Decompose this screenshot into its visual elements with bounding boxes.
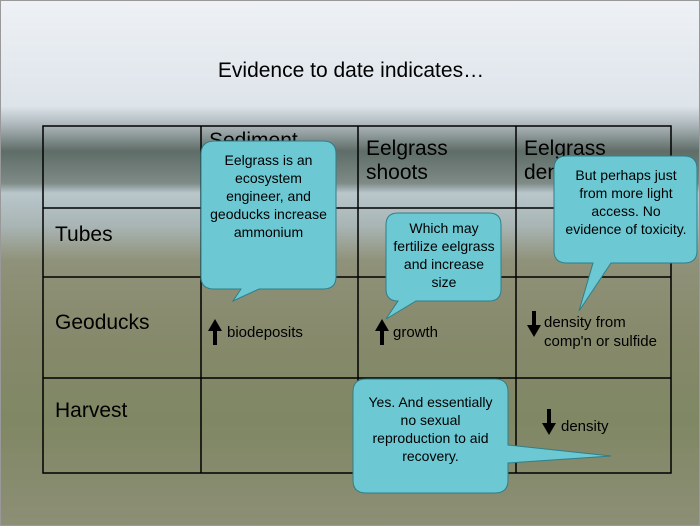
table-cell: density [561, 418, 609, 435]
row-label: Geoducks [55, 311, 150, 334]
slide-title: Evidence to date indicates… [217, 59, 485, 82]
callout-text: But perhaps just from more light access.… [565, 167, 687, 237]
row-label: Tubes [55, 223, 113, 246]
table-cell: biodeposits [227, 324, 303, 341]
table-cell: growth [393, 324, 439, 341]
arrows [208, 311, 556, 435]
callout-text: Which may fertilize eelgrass and increas… [393, 220, 495, 290]
callout-text: Yes. And essentially no sexual reproduct… [368, 394, 493, 464]
column-header: Eelgrass shoots [366, 137, 448, 184]
table-cell: density from comp'n or sulfide [544, 314, 657, 350]
callout-bubbles [200, 140, 698, 494]
row-label: Harvest [55, 399, 128, 422]
callout-text: Eelgrass is an ecosystem engineer, and g… [210, 152, 327, 240]
